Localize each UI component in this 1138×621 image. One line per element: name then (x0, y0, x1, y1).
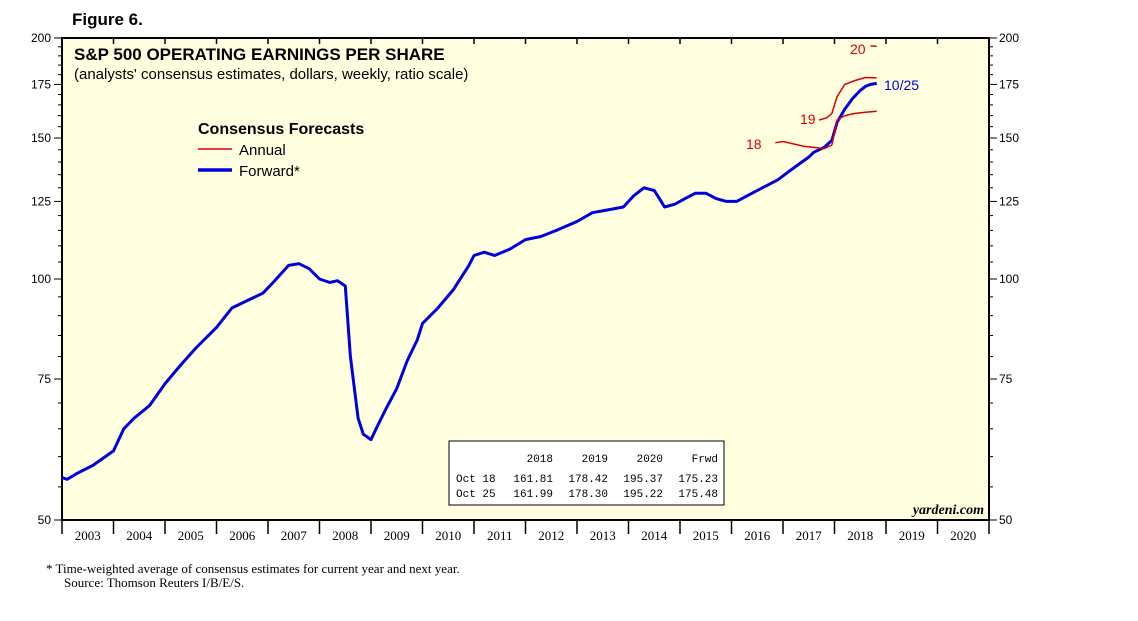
y-tick-label-right: 100 (999, 272, 1019, 286)
x-tick-label: 2008 (332, 528, 358, 543)
series-line-annual-2018 (775, 110, 877, 150)
table-header-frwd: Frwd (692, 454, 718, 466)
chart-subtitle: (analysts' consensus estimates, dollars,… (74, 66, 468, 83)
figure-label: Figure 6. (72, 10, 143, 29)
y-tick-label-right: 50 (999, 513, 1013, 527)
y-tick-label-left: 50 (38, 513, 52, 527)
footnote-source: Source: Thomson Reuters I/B/E/S. (64, 575, 245, 590)
legend-label-annual: Annual (239, 142, 286, 159)
y-tick-label-right: 150 (999, 131, 1019, 145)
series-line-annual-2019 (818, 76, 877, 121)
y-tick-label-left: 125 (31, 194, 51, 208)
table-cell: 195.22 (623, 489, 663, 501)
x-tick-label: 2007 (281, 528, 308, 543)
table-cell: 195.37 (623, 474, 663, 486)
x-tick-label: 2010 (435, 528, 461, 543)
table-cell: 175.48 (678, 489, 718, 501)
y-tick-label-right: 200 (999, 31, 1019, 45)
table-header-2020: 2020 (637, 454, 663, 466)
y-tick-label-left: 100 (31, 272, 51, 286)
x-tick-label: 2015 (693, 528, 719, 543)
table-cell: 178.30 (568, 489, 608, 501)
table-cell: Oct 25 (456, 489, 496, 501)
data-table: 2018 2019 2020 Frwd Oct 18 161.81 178.42… (448, 440, 725, 506)
legend: Consensus Forecasts Annual Forward* (198, 121, 364, 180)
series-line-forward (61, 81, 877, 481)
table-cell: 178.42 (568, 474, 608, 486)
x-tick-label: 2014 (641, 528, 668, 543)
table-cell: 175.23 (678, 474, 718, 486)
table-header-2019: 2019 (582, 454, 608, 466)
y-axis-right: 50 75 100 125 150 175 200 (989, 31, 1019, 527)
series-layer (61, 45, 877, 481)
x-tick-label: 2012 (538, 528, 564, 543)
x-tick-label: 2018 (847, 528, 873, 543)
annotation-2018: 18 (746, 136, 762, 152)
data-table-box (448, 440, 725, 506)
y-tick-label-left: 75 (38, 372, 52, 386)
table-cell: Oct 18 (456, 474, 496, 486)
y-tick-label-right: 125 (999, 194, 1019, 208)
y-axis-left: 50 75 100 125 150 175 200 (31, 31, 62, 527)
x-tick-label: 2009 (384, 528, 410, 543)
x-tick-label: 2017 (796, 528, 823, 543)
table-cell: 161.99 (513, 489, 553, 501)
x-tick-label: 2005 (178, 528, 204, 543)
x-tick-label: 2003 (75, 528, 101, 543)
x-tick-label: 2016 (744, 528, 771, 543)
x-tick-label: 2004 (126, 528, 153, 543)
brand-watermark: yardeni.com (911, 503, 984, 518)
table-cell: 161.81 (513, 474, 553, 486)
chart-title: S&P 500 OPERATING EARNINGS PER SHARE (74, 45, 445, 64)
x-tick-label: 2006 (229, 528, 256, 543)
table-header-2018: 2018 (527, 454, 553, 466)
annotation-2019: 19 (800, 111, 816, 127)
legend-label-forward: Forward* (239, 163, 300, 180)
x-axis: 2003 2004 2005 2006 2007 2008 2009 2010 2011 2012… (61, 38, 990, 543)
x-tick-label: 2019 (899, 528, 925, 543)
y-tick-label-left: 150 (31, 131, 51, 145)
x-tick-label: 2013 (590, 528, 616, 543)
x-tick-label: 2011 (487, 528, 513, 543)
footnote-line-1: * Time-weighted average of consensus est… (46, 561, 460, 576)
series-line-annual-2020 (870, 45, 877, 48)
y-tick-label-left: 200 (31, 31, 51, 45)
y-tick-label-right: 75 (999, 372, 1013, 386)
annotation-last-date: 10/25 (884, 77, 919, 93)
y-tick-label-left: 175 (31, 77, 51, 91)
y-tick-label-right: 175 (999, 77, 1019, 91)
footnote: * Time-weighted average of consensus est… (46, 562, 460, 590)
annotation-2020: 20 (850, 41, 866, 57)
legend-title: Consensus Forecasts (198, 121, 364, 138)
x-tick-label: 2020 (950, 528, 976, 543)
